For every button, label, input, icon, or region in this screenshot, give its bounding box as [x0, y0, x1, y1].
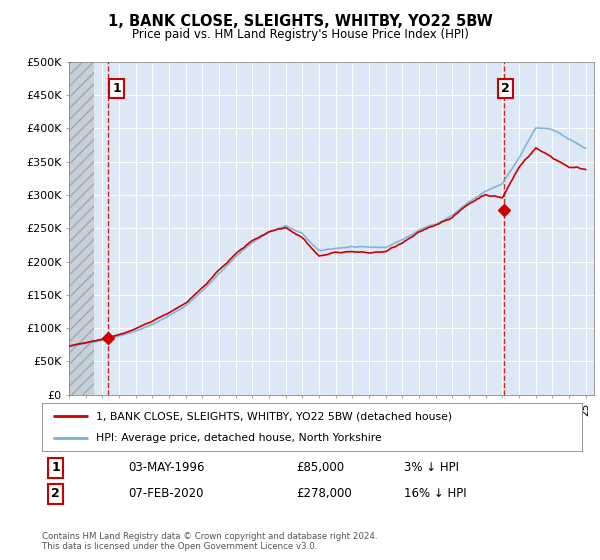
Text: £85,000: £85,000	[296, 461, 344, 474]
Text: 03-MAY-1996: 03-MAY-1996	[128, 461, 205, 474]
Text: 3% ↓ HPI: 3% ↓ HPI	[404, 461, 459, 474]
Text: 1, BANK CLOSE, SLEIGHTS, WHITBY, YO22 5BW: 1, BANK CLOSE, SLEIGHTS, WHITBY, YO22 5B…	[107, 14, 493, 29]
Text: 2: 2	[500, 82, 509, 95]
Text: HPI: Average price, detached house, North Yorkshire: HPI: Average price, detached house, Nort…	[96, 433, 382, 443]
Bar	[69, 62, 94, 395]
Text: 16% ↓ HPI: 16% ↓ HPI	[404, 487, 466, 500]
Text: Price paid vs. HM Land Registry's House Price Index (HPI): Price paid vs. HM Land Registry's House …	[131, 28, 469, 41]
Text: 2: 2	[51, 487, 60, 500]
Text: 1, BANK CLOSE, SLEIGHTS, WHITBY, YO22 5BW (detached house): 1, BANK CLOSE, SLEIGHTS, WHITBY, YO22 5B…	[96, 411, 452, 421]
Text: £278,000: £278,000	[296, 487, 352, 500]
Text: 07-FEB-2020: 07-FEB-2020	[128, 487, 204, 500]
Text: Contains HM Land Registry data © Crown copyright and database right 2024.
This d: Contains HM Land Registry data © Crown c…	[42, 532, 377, 551]
Text: 1: 1	[51, 461, 60, 474]
Text: 1: 1	[112, 82, 121, 95]
